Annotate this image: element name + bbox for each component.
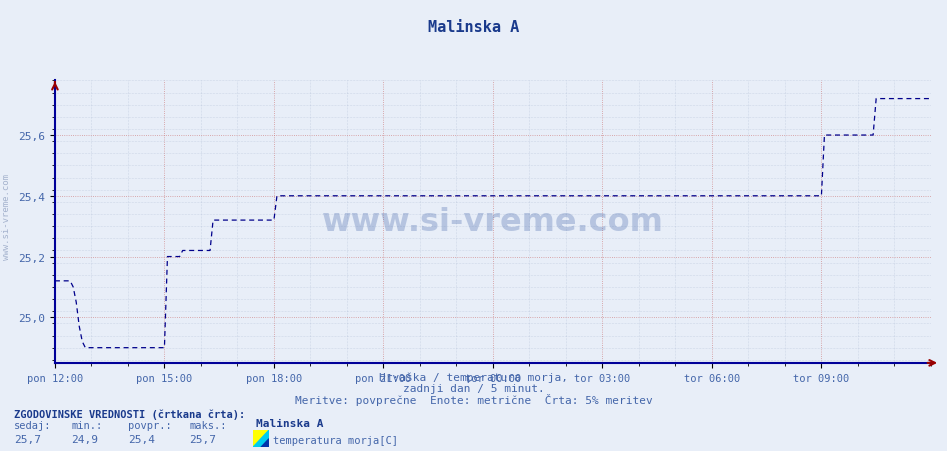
Text: Malinska A: Malinska A (256, 418, 323, 428)
Text: 24,9: 24,9 (71, 434, 98, 444)
Text: zadnji dan / 5 minut.: zadnji dan / 5 minut. (402, 383, 545, 393)
Text: 25,7: 25,7 (189, 434, 217, 444)
Text: Malinska A: Malinska A (428, 20, 519, 35)
Text: Meritve: povprečne  Enote: metrične  Črta: 5% meritev: Meritve: povprečne Enote: metrične Črta:… (295, 393, 652, 405)
Text: www.si-vreme.com: www.si-vreme.com (2, 174, 11, 259)
Text: min.:: min.: (71, 420, 102, 430)
Polygon shape (253, 430, 269, 447)
Polygon shape (253, 430, 269, 447)
Text: ZGODOVINSKE VREDNOSTI (črtkana črta):: ZGODOVINSKE VREDNOSTI (črtkana črta): (14, 409, 245, 419)
Text: 25,4: 25,4 (128, 434, 155, 444)
Text: maks.:: maks.: (189, 420, 227, 430)
Text: povpr.:: povpr.: (128, 420, 171, 430)
Text: sedaj:: sedaj: (14, 420, 52, 430)
Polygon shape (260, 439, 269, 447)
Text: Hrvaška / temperatura morja,: Hrvaška / temperatura morja, (379, 371, 568, 382)
Text: 25,7: 25,7 (14, 434, 42, 444)
Text: www.si-vreme.com: www.si-vreme.com (322, 207, 664, 238)
Text: temperatura morja[C]: temperatura morja[C] (273, 435, 398, 445)
